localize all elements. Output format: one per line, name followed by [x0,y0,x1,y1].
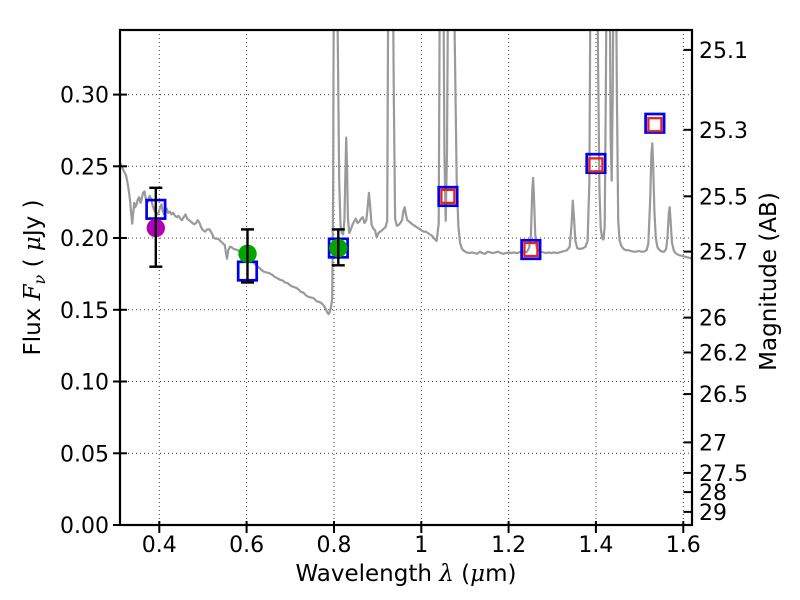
y-left-axis-label: Flux Fν ( μJy ) [20,199,49,355]
red-open-square-marker [523,241,539,258]
y-right-tick-label: 29 [699,501,727,526]
y-left-tick-label: 0.20 [60,227,109,252]
y-right-tick-label: 27.5 [699,462,748,487]
y-left-tick-label: 0.25 [60,155,109,180]
plot-background [120,30,692,525]
red-open-square-marker [647,117,663,133]
y-right-axis-label: Magnitude (AB) [756,192,782,371]
y-right-tick-label: 25.3 [699,119,748,144]
blue-open-square-marker [585,152,607,175]
y-left-tick-label: 0.30 [60,84,109,109]
gridlines [120,30,692,525]
blue-open-square-marker [437,185,459,208]
red-open-square-marker [440,188,456,205]
y-right-tick-label: 26 [699,307,727,332]
x-tick-label: 0.8 [317,533,352,558]
x-tick-label: 0.4 [142,533,177,558]
red-open-square-marker [588,157,604,173]
x-tick-label: 1.2 [491,533,526,558]
y-right-tick-label: 26.2 [699,342,748,367]
y-right-tick-label: 27 [699,431,727,456]
y-left-tick-label: 0.10 [60,371,109,396]
blue-open-square-marker [644,112,666,134]
tick-marks [113,48,692,533]
x-tick-label: 1 [414,533,428,558]
axes-spines [118,28,694,527]
y-right-tick-label: 28 [699,481,727,506]
y-right-tick-label: 25.5 [699,185,748,210]
spectrum-layer [120,30,692,316]
x-tick-label: 1.4 [578,533,613,558]
y-left-tick-label: 0.00 [60,514,109,539]
blue-open-square-marker [520,238,542,261]
y-right-tick-label: 25.1 [699,39,748,64]
y-left-tick-label: 0.15 [60,299,109,324]
x-axis-label: Wavelength λ (μm) [296,561,517,587]
x-tick-label: 0.6 [229,533,264,558]
red-square-markers [440,117,663,258]
error-bars [149,186,345,284]
y-left-tick-label: 0.05 [60,442,109,467]
x-tick-label: 1.6 [666,533,701,558]
y-right-tick-label: 26.5 [699,383,748,408]
model-spectrum-line [120,30,692,316]
y-right-tick-label: 25.7 [699,241,748,266]
